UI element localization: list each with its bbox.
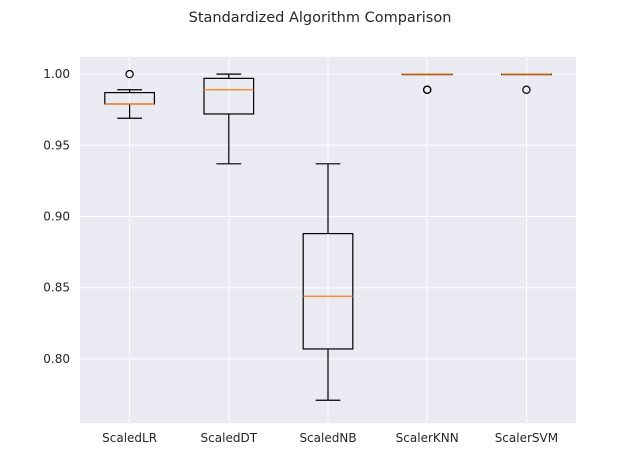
box-marks — [104, 69, 552, 401]
iqr-box — [302, 232, 354, 350]
y-tick-label: 0.90 — [43, 210, 70, 224]
y-tick-label: 0.85 — [43, 281, 70, 295]
x-tick-label: ScaledLR — [102, 431, 157, 445]
box-scalednb — [302, 163, 354, 401]
y-tick-label: 1.00 — [43, 67, 70, 81]
chart-title: Standardized Algorithm Comparison — [189, 10, 452, 26]
x-tick-label: ScalerSVM — [495, 431, 558, 445]
axis-tick-labels: 0.80 0.85 0.90 0.95 1.00 ScaledLR ScaledDT Scal… — [43, 67, 558, 445]
box-scalerknn — [401, 73, 453, 94]
x-tick-label: ScaledNB — [299, 431, 356, 445]
outlier-point — [522, 85, 531, 94]
iqr-box — [203, 77, 255, 115]
y-tick-label: 0.95 — [43, 138, 70, 152]
box-scalersvm — [501, 73, 552, 94]
box-scaleddt — [203, 73, 255, 165]
x-tick-label: ScaledDT — [201, 431, 258, 445]
y-tick-label: 0.80 — [43, 352, 70, 366]
box-scaledlr — [104, 69, 156, 119]
outlier-point — [125, 69, 134, 79]
outlier-point — [423, 85, 432, 94]
x-tick-label: ScalerKNN — [396, 431, 459, 445]
